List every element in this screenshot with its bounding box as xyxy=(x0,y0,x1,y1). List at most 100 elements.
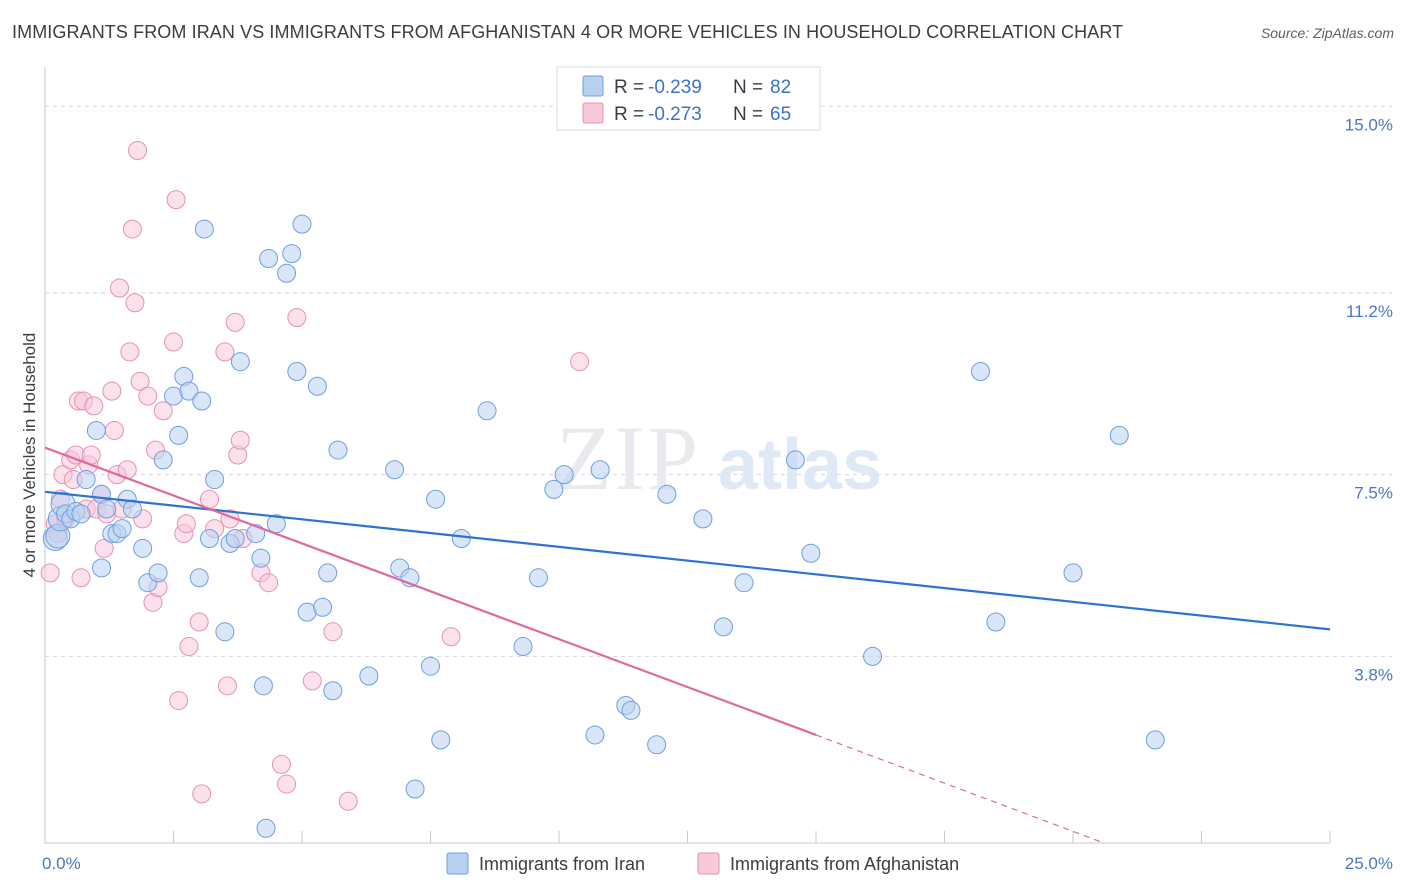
afghanistan-point-55 xyxy=(259,573,279,593)
afghanistan-point-29 xyxy=(128,140,148,160)
afghanistan-point-43 xyxy=(189,612,209,632)
iran-point-28 xyxy=(194,219,214,239)
iran-point-35 xyxy=(246,524,266,544)
bottom-legend: Immigrants from Iran Immigrants from Afg… xyxy=(446,852,959,875)
watermark: ZIP atlas xyxy=(556,407,882,509)
iran-point-57 xyxy=(426,489,446,509)
iran-point-52 xyxy=(385,460,405,480)
afghanistan-point-42 xyxy=(179,637,199,657)
afghanistan-point-15 xyxy=(84,396,104,416)
afghanistan-point-62 xyxy=(441,627,461,647)
afghanistan-point-44 xyxy=(192,784,212,804)
iran-point-31 xyxy=(215,622,235,642)
x-tick-labels: 0.0% 25.0% xyxy=(42,854,1393,873)
afghanistan-point-14 xyxy=(81,445,101,465)
afghanistan-point-32 xyxy=(138,386,158,406)
afghanistan-point-48 xyxy=(217,676,237,696)
iran-point-41 xyxy=(277,263,297,283)
iran-point-36 xyxy=(251,548,271,568)
iran-point-42 xyxy=(282,244,302,264)
iran-point-11 xyxy=(92,558,112,578)
iran-point-77 xyxy=(970,362,990,382)
trend-lines xyxy=(44,446,1331,844)
iran-point-48 xyxy=(318,563,338,583)
iran-point-55 xyxy=(405,779,425,799)
iran-point-63 xyxy=(544,479,564,499)
iran-point-68 xyxy=(621,700,641,720)
afghanistan-trend-line xyxy=(44,446,817,736)
afghanistan-point-56 xyxy=(271,754,291,774)
legend-swatch-iran xyxy=(582,75,604,97)
y-axis-label: 4 or more Vehicles in Household xyxy=(20,333,39,578)
afghanistan-point-57 xyxy=(277,774,297,794)
afghanistan-point-10 xyxy=(71,568,91,588)
iran-point-12 xyxy=(97,499,117,519)
afghanistan-point-58 xyxy=(287,307,307,327)
iran-point-18 xyxy=(133,538,153,558)
afghanistan-point-41 xyxy=(176,514,196,534)
iran-point-66 xyxy=(590,460,610,480)
afghanistan-point-30 xyxy=(130,371,150,391)
iran-point-37 xyxy=(253,676,273,696)
legend-r-value-iran: -0.239 xyxy=(648,77,702,98)
iran-point-58 xyxy=(431,730,451,750)
iran-point-39 xyxy=(259,249,279,269)
afghanistan-point-50 xyxy=(225,312,245,332)
iran-point-59 xyxy=(451,528,471,548)
iran-point-15 xyxy=(112,519,132,539)
legend-n-label-iran: N = xyxy=(733,77,763,98)
x-tick-label-1: 25.0% xyxy=(1345,854,1393,873)
afghanistan-point-26 xyxy=(120,342,140,362)
bottom-legend-swatch-afghanistan xyxy=(697,852,720,875)
afghanistan-point-20 xyxy=(102,381,122,401)
iran-point-49 xyxy=(323,681,343,701)
iran-point-75 xyxy=(801,543,821,563)
legend-n-label-afghanistan: N = xyxy=(733,104,763,125)
afghanistan-point-47 xyxy=(215,342,235,362)
afghanistan-point-39 xyxy=(169,691,189,711)
y-tick-label-0: 3.8% xyxy=(1354,665,1393,684)
x-tick-label-0: 0.0% xyxy=(42,854,81,873)
iran-point-20 xyxy=(148,563,168,583)
iran-point-8 xyxy=(76,470,96,490)
iran-point-23 xyxy=(169,425,189,445)
iran-point-21 xyxy=(153,450,173,470)
iran-point-70 xyxy=(657,484,677,504)
afghanistan-point-60 xyxy=(323,622,343,642)
iran-point-71 xyxy=(693,509,713,529)
iran-point-29 xyxy=(199,528,219,548)
legend-r-value-afghanistan: -0.273 xyxy=(648,104,702,125)
afghanistan-trend-extension xyxy=(815,734,1105,844)
bottom-legend-swatch-iran xyxy=(446,852,469,875)
iran-point-74 xyxy=(785,450,805,470)
iran-point-62 xyxy=(528,568,548,588)
bottom-legend-label-afghanistan: Immigrants from Afghanistan xyxy=(730,854,959,874)
afghanistan-point-23 xyxy=(110,278,130,298)
y-tick-label-1: 7.5% xyxy=(1354,484,1393,503)
legend-swatch-afghanistan xyxy=(582,102,604,124)
iran-point-76 xyxy=(863,646,883,666)
iran-point-43 xyxy=(287,362,307,382)
bottom-legend-label-iran: Immigrants from Iran xyxy=(479,854,645,874)
iran-point-47 xyxy=(313,597,333,617)
gridlines xyxy=(45,105,1392,657)
source-credit: Source: ZipAtlas.com xyxy=(1260,25,1394,41)
y-tick-label-3: 15.0% xyxy=(1345,115,1393,134)
iran-point-73 xyxy=(734,573,754,593)
iran-point-56 xyxy=(421,656,440,676)
iran-point-46 xyxy=(307,376,327,396)
legend: R = -0.239 N = 82 R = -0.273 N = 65 xyxy=(556,66,821,131)
y-tick-labels: 3.8% 7.5% 11.2% 15.0% xyxy=(1345,115,1393,684)
afghanistan-point-18 xyxy=(94,538,114,558)
iran-point-17 xyxy=(122,499,142,519)
iran-point-64 xyxy=(554,465,574,485)
afghanistan-point-52 xyxy=(230,430,250,450)
iran-point-69 xyxy=(647,735,667,755)
iran-point-78 xyxy=(986,612,1006,632)
legend-r-label-iran: R = xyxy=(614,77,644,98)
iran-point-60 xyxy=(477,401,497,421)
iran-point-50 xyxy=(328,440,348,460)
afghanistan-point-27 xyxy=(122,219,142,239)
afghanistan-point-38 xyxy=(166,190,186,210)
